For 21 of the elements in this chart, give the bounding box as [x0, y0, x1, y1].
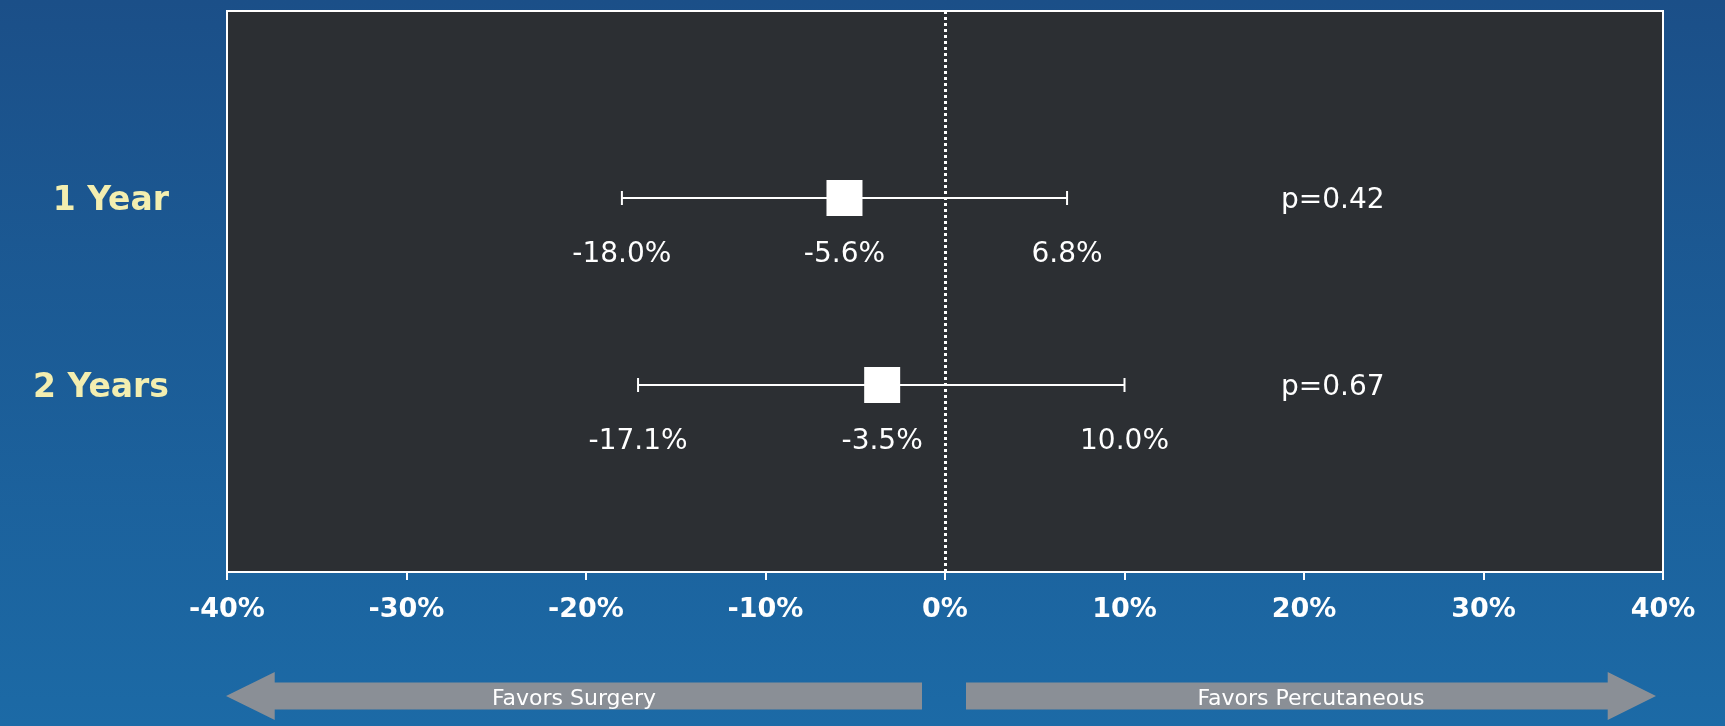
x-tick-label: 10% [1092, 592, 1157, 623]
x-tick-label: -30% [368, 592, 445, 623]
x-tick-label: 40% [1630, 592, 1696, 623]
text: Favors Surgery [490, 685, 658, 710]
annotation: -18.0% [572, 235, 672, 269]
annotation: p=0.42 [1280, 181, 1385, 215]
x-tick-label: 20% [1271, 592, 1337, 623]
text: Favors Percutaneous [1196, 685, 1426, 710]
annotation: 6.8% [1031, 235, 1103, 269]
x-tick-label: 0% [922, 592, 968, 623]
x-tick-label: 30% [1451, 592, 1516, 623]
annotation: 10.0% [1080, 422, 1169, 456]
annotation: p=0.67 [1280, 368, 1385, 402]
x-tick-label: -20% [548, 592, 624, 623]
x-tick-label: -40% [189, 592, 265, 623]
data-label: -5.6% [803, 235, 886, 269]
x-tick-label: -10% [727, 592, 804, 623]
y-tick-label: 1 Year [52, 178, 170, 218]
y-tick-label: 2 Years [33, 365, 169, 405]
data-label: -3.5% [841, 422, 923, 456]
annotation: -17.1% [588, 422, 688, 456]
